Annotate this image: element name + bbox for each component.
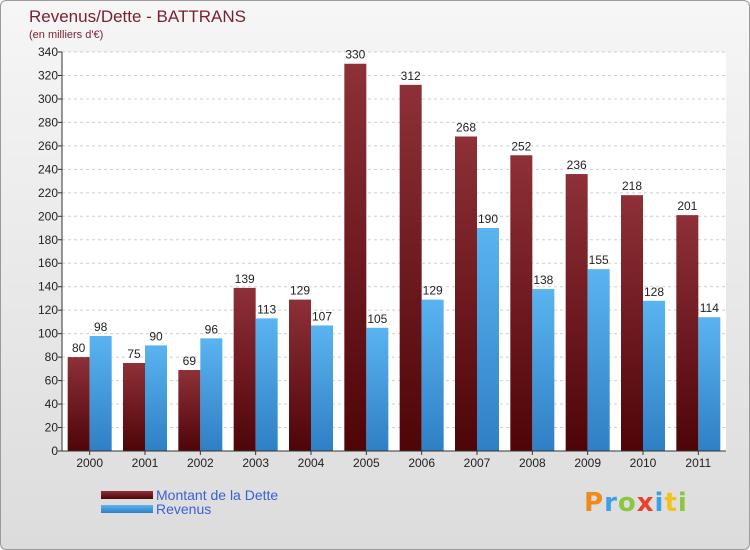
bar-dette <box>289 299 311 451</box>
bar-dette <box>455 136 477 451</box>
y-tick-label: 40 <box>45 397 59 411</box>
logo-letter: r <box>604 488 618 518</box>
data-label-revenus: 90 <box>149 329 163 343</box>
y-tick-label: 60 <box>45 374 59 388</box>
data-label-dette: 80 <box>72 341 86 355</box>
bar-revenus <box>366 327 389 451</box>
data-label-revenus: 96 <box>205 322 219 336</box>
bar-dette <box>565 174 588 451</box>
x-tick-label: 2011 <box>685 456 711 470</box>
x-tick-label: 2009 <box>574 456 601 470</box>
data-label-revenus: 129 <box>423 284 443 298</box>
bar-revenus <box>698 317 721 451</box>
x-tick-label: 2007 <box>464 456 491 470</box>
y-tick-label: 300 <box>38 92 58 106</box>
y-tick-label: 160 <box>38 256 58 270</box>
x-tick-label: 2003 <box>242 456 269 470</box>
logo-letter: i <box>654 488 665 518</box>
legend-swatch-dette <box>101 491 153 499</box>
y-tick-label: 80 <box>45 350 59 364</box>
bar-dette <box>510 155 533 452</box>
legend-label-revenus: Revenus <box>156 501 212 517</box>
data-label-dette: 129 <box>290 284 310 298</box>
data-label-revenus: 128 <box>644 285 664 299</box>
y-tick-label: 140 <box>38 280 58 294</box>
x-tick-label: 2001 <box>132 456 159 470</box>
legend-label-dette: Montant de la Dette <box>156 487 279 503</box>
logo-letter: t <box>664 488 678 518</box>
y-tick-label: 260 <box>38 139 58 153</box>
y-tick-label: 0 <box>51 444 58 458</box>
bar-revenus <box>255 318 278 451</box>
x-tick-label: 2002 <box>187 456 214 470</box>
bar-revenus <box>421 299 444 451</box>
data-label-revenus: 190 <box>478 212 498 226</box>
logo-letter: i <box>677 488 688 518</box>
data-label-dette: 69 <box>183 354 197 368</box>
data-label-revenus: 155 <box>589 253 609 267</box>
data-label-dette: 218 <box>622 179 642 193</box>
y-tick-label: 220 <box>38 186 58 200</box>
y-tick-label: 240 <box>38 162 58 176</box>
y-tick-label: 180 <box>38 233 58 247</box>
bar-dette <box>233 287 256 451</box>
bar-dette <box>621 195 643 451</box>
y-tick-label: 280 <box>38 115 58 129</box>
chart-title: Revenus/Dette - BATTRANS <box>29 7 246 26</box>
chart-subtitle: (en milliers d'€) <box>29 29 104 41</box>
proxiti-logo: Proxiti <box>584 488 688 518</box>
y-tick-label: 200 <box>38 209 58 223</box>
y-tick-label: 100 <box>38 327 58 341</box>
data-label-revenus: 113 <box>257 302 276 316</box>
bar-revenus <box>311 325 333 451</box>
bar-dette <box>178 370 201 451</box>
x-tick-label: 2006 <box>408 456 435 470</box>
x-tick-label: 2008 <box>519 456 546 470</box>
data-label-dette: 201 <box>677 199 697 213</box>
bar-dette <box>67 357 90 451</box>
data-label-dette: 236 <box>567 158 587 172</box>
data-label-dette: 312 <box>401 69 421 83</box>
logo-letter: P <box>584 488 605 518</box>
y-tick-label: 20 <box>45 421 59 435</box>
bar-revenus <box>587 269 610 451</box>
x-tick-label: 2005 <box>353 456 380 470</box>
legend-swatch-revenus <box>101 505 153 513</box>
bar-revenus <box>477 228 499 451</box>
bar-revenus <box>89 335 112 451</box>
data-label-dette: 252 <box>511 139 531 153</box>
data-label-revenus: 105 <box>367 312 387 326</box>
x-tick-label: 2004 <box>298 456 325 470</box>
y-tick-label: 120 <box>38 303 58 317</box>
bar-revenus <box>200 338 223 451</box>
bar-dette <box>123 362 145 451</box>
y-tick-label: 320 <box>38 68 58 82</box>
y-tick-label: 340 <box>38 45 58 59</box>
bar-revenus <box>145 345 167 451</box>
x-tick-label: 2010 <box>630 456 657 470</box>
data-label-revenus: 138 <box>533 273 553 287</box>
bar-revenus <box>532 289 555 451</box>
x-tick-label: 2000 <box>76 456 103 470</box>
data-label-dette: 330 <box>345 48 365 62</box>
data-label-dette: 139 <box>235 272 255 286</box>
logo-letter: x <box>636 488 655 518</box>
logo-letter: o <box>617 488 637 518</box>
data-label-revenus: 107 <box>312 309 332 323</box>
bar-dette <box>344 63 367 452</box>
data-label-dette: 75 <box>127 347 141 361</box>
bar-dette <box>399 84 422 451</box>
data-label-dette: 268 <box>456 120 476 134</box>
data-label-revenus: 114 <box>700 301 719 315</box>
bar-revenus <box>643 300 665 451</box>
plot-area <box>62 52 726 451</box>
data-label-revenus: 98 <box>94 320 108 334</box>
bar-dette <box>676 215 699 451</box>
